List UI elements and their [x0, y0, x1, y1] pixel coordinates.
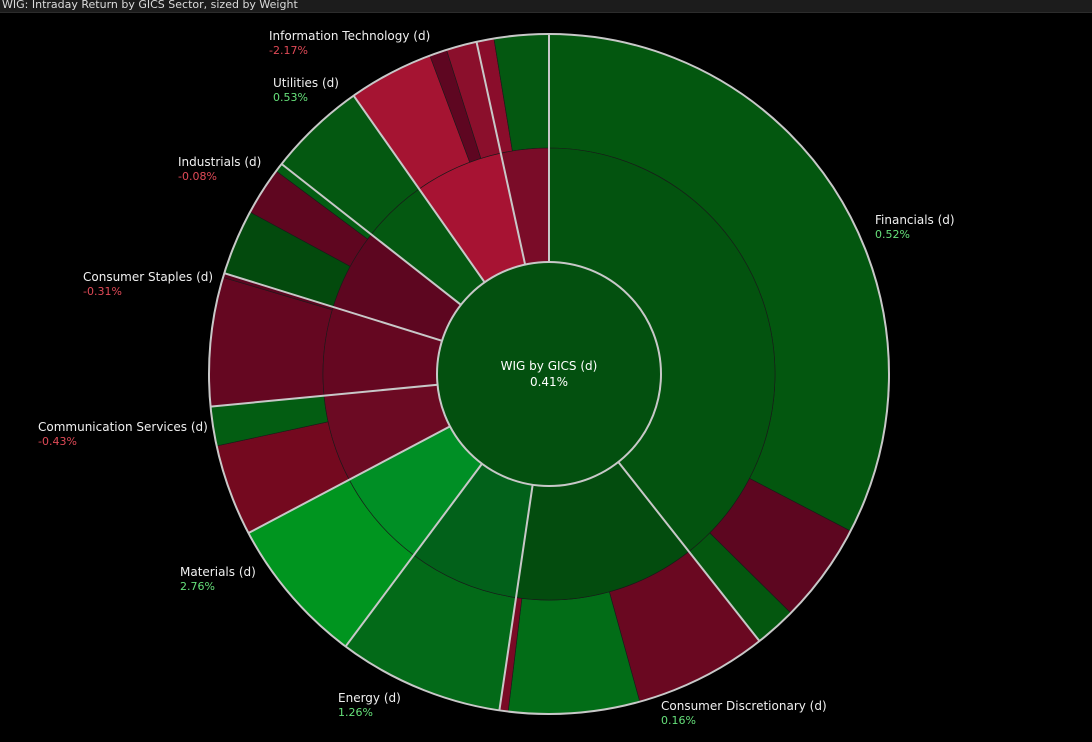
sector-divider — [280, 163, 462, 306]
sector-divider — [352, 95, 486, 283]
sector-return-label: -2.17% — [269, 44, 308, 57]
outer-border — [208, 33, 890, 715]
window-title-bar: WIG: Intraday Return by GICS Sector, siz… — [0, 0, 1092, 13]
sector-ring — [322, 147, 776, 601]
sector-return-label: 0.52% — [875, 228, 910, 241]
sector-label: Information Technology (d) — [269, 29, 430, 43]
sector-divider — [498, 484, 534, 711]
sector-return-label: -0.31% — [83, 285, 122, 298]
sector-dividers — [208, 33, 890, 715]
sector-divider — [210, 383, 438, 408]
sector-label: Communication Services (d) — [38, 420, 208, 434]
sector-divider — [344, 463, 483, 648]
center-disc: WIG by GICS (d) 0.41% — [436, 261, 662, 487]
sector-return-label: 0.16% — [661, 714, 696, 727]
sector-return-label: 2.76% — [180, 580, 215, 593]
sector-divider — [475, 41, 527, 265]
sector-label: Consumer Staples (d) — [83, 270, 213, 284]
sector-label: Materials (d) — [180, 565, 256, 579]
sector-labels: Financials (d)0.52% Consumer Discretionar… — [38, 29, 955, 727]
sector-divider — [248, 425, 451, 534]
sector-label: Energy (d) — [338, 691, 401, 705]
sector-return-label: 0.53% — [273, 91, 308, 104]
sector-label: Consumer Discretionary (d) — [661, 699, 827, 713]
sector-return-label: -0.08% — [178, 170, 217, 183]
sector-label: Industrials (d) — [178, 155, 261, 169]
sector-return-label: -0.43% — [38, 435, 77, 448]
sector-label: Financials (d) — [875, 213, 955, 227]
center-circle[interactable] — [436, 261, 662, 487]
outer-ring — [208, 33, 890, 715]
sector-return-label: 1.26% — [338, 706, 373, 719]
center-return: 0.41% — [530, 375, 568, 389]
center-title: WIG by GICS (d) — [501, 359, 598, 373]
sector-divider — [224, 272, 443, 342]
window-title: WIG: Intraday Return by GICS Sector, siz… — [2, 0, 298, 11]
sector-label: Utilities (d) — [273, 76, 339, 90]
sector-divider — [617, 461, 761, 642]
